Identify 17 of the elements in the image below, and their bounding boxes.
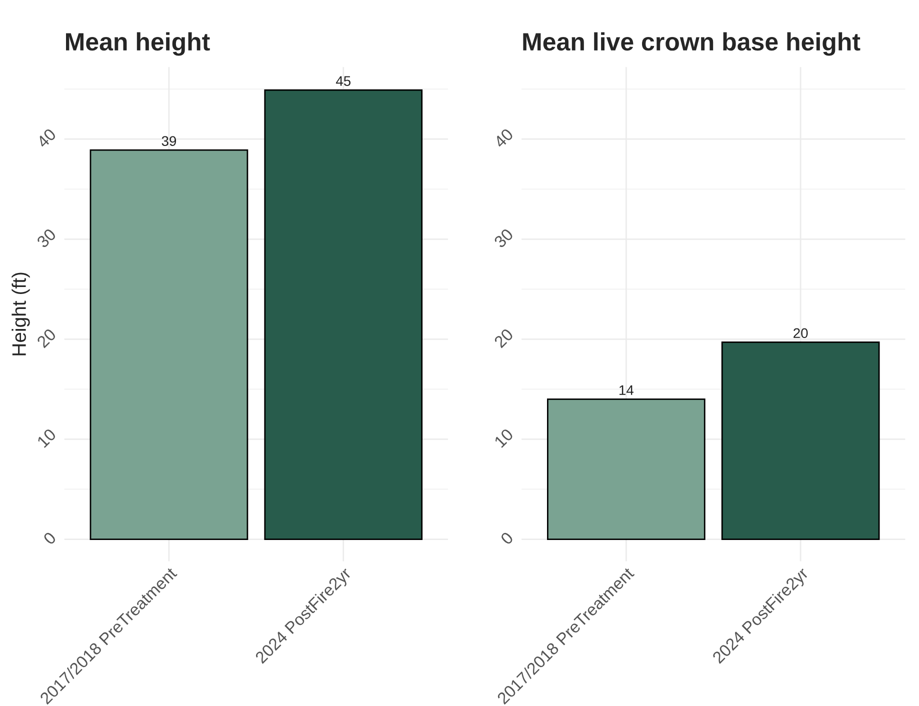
data-label: 39 <box>162 136 176 146</box>
y-tick-label: 0 <box>42 531 57 546</box>
chart-title: Mean live crown base height <box>523 32 860 56</box>
y-tick-label: 30 <box>36 228 57 248</box>
y-tick-label: 40 <box>36 128 57 149</box>
y-tick-label: 20 <box>36 328 57 348</box>
data-label: 45 <box>336 76 351 86</box>
y-axis-title: Height (ft) <box>12 272 30 356</box>
y-tick-label: 0 <box>500 531 514 546</box>
y-tick-label: 10 <box>36 428 57 448</box>
y-tick-label: 20 <box>493 328 514 348</box>
y-tick-label: 10 <box>494 428 514 448</box>
data-label: 14 <box>620 385 634 395</box>
data-label: 20 <box>794 328 808 338</box>
y-tick-label: 30 <box>493 228 514 248</box>
y-tick-label: 40 <box>493 128 514 149</box>
chart-title: Mean height <box>66 32 210 56</box>
